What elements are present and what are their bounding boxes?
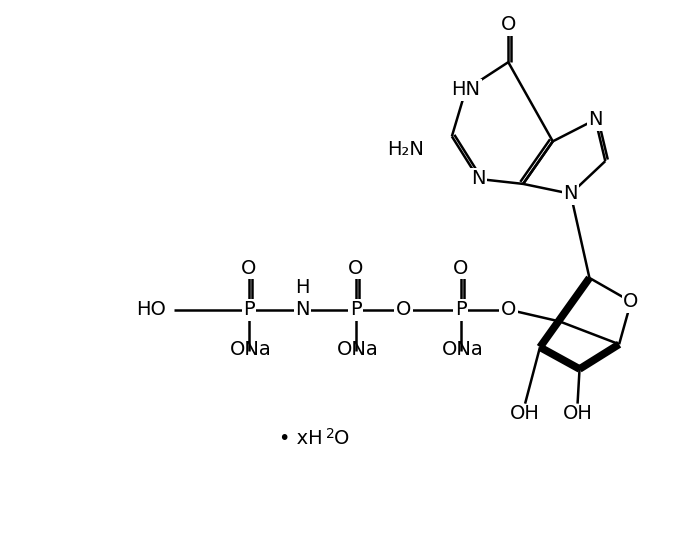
Text: H₂N: H₂N [387, 140, 424, 159]
Text: P: P [350, 300, 362, 319]
Text: N: N [588, 110, 603, 129]
Text: 2: 2 [326, 427, 335, 441]
Text: O: O [623, 292, 638, 311]
Text: P: P [243, 300, 255, 319]
Text: HO: HO [136, 300, 166, 319]
Text: N: N [563, 184, 578, 203]
Text: ONa: ONa [230, 340, 272, 359]
Text: • xH: • xH [279, 429, 322, 448]
Text: P: P [455, 300, 466, 319]
Text: O: O [241, 259, 257, 278]
Text: O: O [396, 300, 411, 319]
Text: ONa: ONa [337, 340, 379, 359]
Text: O: O [334, 429, 349, 448]
Text: OH: OH [562, 404, 593, 423]
Text: O: O [453, 259, 469, 278]
Text: O: O [501, 300, 516, 319]
Text: N: N [471, 170, 486, 189]
Text: H: H [295, 279, 310, 298]
Text: N: N [295, 300, 310, 319]
Text: O: O [348, 259, 364, 278]
Text: ONa: ONa [442, 340, 484, 359]
Text: OH: OH [510, 404, 540, 423]
Text: O: O [501, 15, 516, 34]
Text: HN: HN [451, 80, 480, 99]
